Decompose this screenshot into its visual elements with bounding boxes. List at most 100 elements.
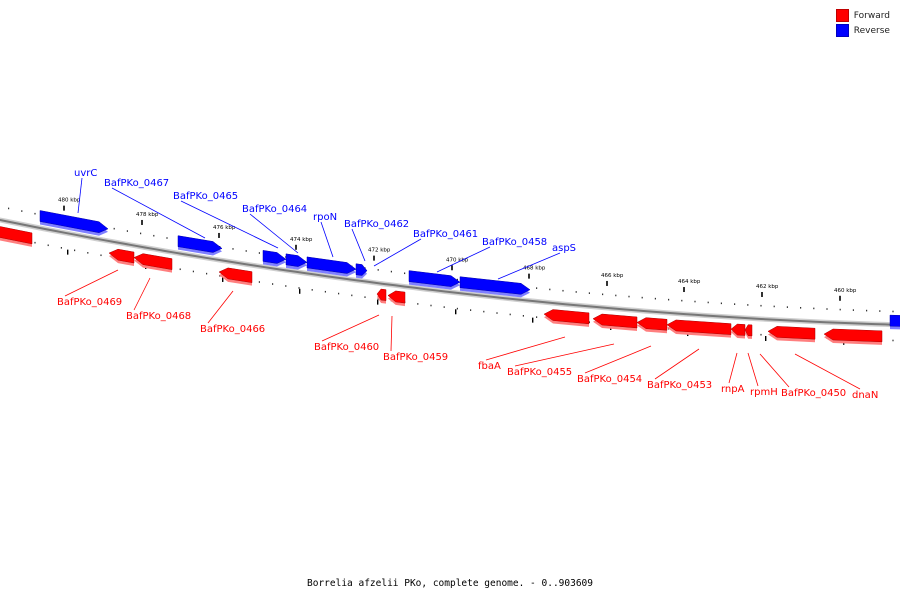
gene-dnan-label: dnaN [852,390,878,401]
minor-tick-lower [443,306,445,308]
tick-label-9: 462 kbp [756,284,779,290]
gene-bafpko-0453-label: BafPKo_0453 [647,380,712,391]
minor-tick-upper [852,309,854,311]
minor-tick-upper [602,293,604,296]
major-tick-lower [299,288,301,294]
minor-tick-upper [892,310,894,313]
minor-tick-upper [21,210,23,212]
tick-label-8: 464 kbp [678,279,701,285]
minor-tick-upper [654,297,656,300]
gene-bafpko-0468-leader [133,277,151,311]
gene-bafpko-0450-leader [759,353,790,388]
gene-bafpko-0459-label: BafPKo_0459 [383,352,448,363]
major-tick-lower [455,309,457,315]
legend-label-reverse: Reverse [853,25,890,36]
minor-tick-lower [298,287,300,289]
backbone-line [0,218,900,326]
minor-tick-upper [694,300,696,303]
minor-tick-upper [641,296,643,299]
minor-tick-lower [430,304,432,307]
minor-tick-lower [456,307,458,310]
gene-partial-left [0,226,33,245]
gene-bafpko-0464-label: BafPKo_0464 [242,204,307,215]
reverse-swatch [835,24,849,37]
tick-label-3: 474 kbp [290,237,313,243]
gene-uvrc-leader [77,177,83,214]
minor-tick-lower [100,254,102,257]
minor-tick-upper [615,294,617,297]
minor-tick-lower [311,289,313,291]
gene-bafpko-0465-leader [180,200,279,249]
minor-tick-upper [34,212,36,215]
minor-tick-upper [549,288,551,291]
major-tick [683,287,685,293]
gene-bafpko-0465-label: BafPKo_0465 [173,191,238,202]
major-tick-lower [222,276,224,282]
minor-tick-lower [192,270,194,273]
major-tick [839,295,841,301]
minor-tick-lower [272,283,274,285]
gene-dnan-arrow [823,328,883,343]
minor-tick-upper [879,310,881,312]
minor-tick-upper [232,248,234,250]
minor-tick-upper [800,306,802,309]
minor-tick-lower [364,296,366,298]
minor-tick-upper [866,309,868,312]
minor-tick-lower [351,294,353,297]
legend-label-forward: Forward [853,10,890,21]
major-tick [451,265,453,271]
legend-item-forward: Forward [835,8,890,23]
gene-bafpko-0455-leader [514,343,615,367]
gene-bafpko-0454-leader [584,345,652,374]
gene-bafpko-0460-label: BafPKo_0460 [314,342,379,353]
gene-bafpko-0450-label: BafPKo_0450 [781,388,846,399]
minor-tick-lower [74,249,76,252]
gene-bafpko-0466-leader [207,290,234,324]
gene-rpmh-arrow [744,324,753,337]
minor-tick-upper [747,304,749,306]
minor-tick-upper [773,305,775,308]
tick-label-5: 470 kbp [446,257,469,263]
gene-bafpko-0469-leader [64,269,119,297]
minor-tick-upper [153,234,155,237]
minor-tick-lower [324,290,326,293]
tick-label-1: 478 kbp [136,212,159,218]
major-tick [63,205,65,211]
major-tick-lower [67,249,69,255]
major-tick [528,273,530,279]
minor-tick-upper [456,278,458,281]
minor-tick-lower [588,321,590,323]
minor-tick-lower [536,316,538,318]
gene-bafpko-0469-arrow [108,248,135,264]
gene-dnan-leader [794,353,861,390]
gene-bafpko-0450-arrow [767,326,816,340]
gene-asps-label: aspS [552,243,576,254]
legend: Forward Reverse [835,8,890,38]
gene-fbaa-leader [485,336,566,361]
minor-tick-lower [509,313,511,316]
gene-bafpko-0458-arrow [408,270,461,287]
gene-asps-arrow [459,276,531,295]
gene-bafpko-0454-label: BafPKo_0454 [577,374,642,385]
tick-label-10: 460 kbp [834,288,857,294]
gene-bafpko-0468-arrow [133,253,173,270]
gene-rnpa-leader [728,352,738,384]
minor-tick-upper [628,295,630,298]
tick-label-7: 466 kbp [601,273,624,279]
gene-bafpko-0461-leader [373,238,422,267]
tick-label-0: 480 kbp [58,198,81,204]
gene-rpmh-leader [747,352,759,387]
minor-tick-upper [839,308,841,311]
gene-bafpko-0468-label: BafPKo_0468 [126,311,191,322]
gene-rpon-label: rpoN [313,212,337,223]
minor-tick-lower [179,268,181,271]
minor-tick-upper [390,270,392,273]
major-tick-lower [532,317,534,323]
minor-tick-lower [338,292,340,295]
major-tick [218,232,220,238]
gene-bafpko-0460-leader [321,314,380,342]
gene-bafpko-0464-arrow [262,250,287,264]
minor-tick-lower [219,274,221,277]
gene-bafpko-0462-leader [351,228,366,262]
minor-tick-lower [285,285,287,287]
